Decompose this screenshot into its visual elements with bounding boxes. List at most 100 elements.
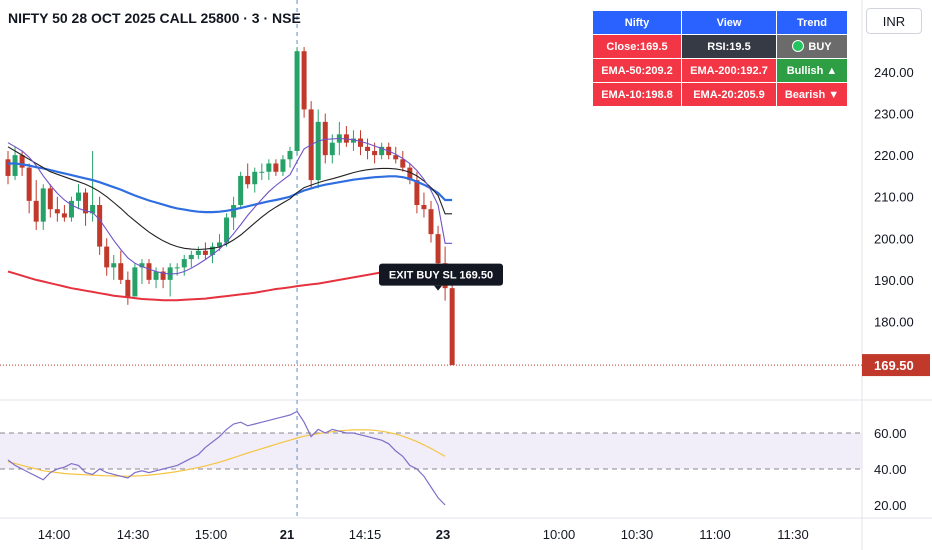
- header-trend: Trend: [776, 10, 848, 35]
- candle-body: [259, 171, 265, 173]
- candle-body: [12, 155, 18, 176]
- buy-signal-label: BUY: [808, 41, 832, 53]
- candle-body: [83, 192, 89, 214]
- time-tick-label: 15:00: [195, 527, 228, 542]
- time-tick-label: 21: [280, 527, 294, 542]
- candle-body: [68, 200, 74, 218]
- price-tick-label: 210.00: [874, 190, 914, 205]
- rsi-band: [0, 433, 862, 469]
- rsi-tick-label: 20.00: [874, 498, 907, 513]
- ema200-line: [7, 267, 453, 302]
- time-tick-label: 10:00: [543, 527, 576, 542]
- candle-body: [160, 271, 166, 280]
- candle-body: [372, 150, 378, 156]
- candle-body: [195, 250, 201, 255]
- price-tick-label: 180.00: [874, 314, 914, 329]
- candle-body: [209, 246, 215, 255]
- candle-body: [428, 209, 434, 235]
- candle-body: [435, 234, 441, 264]
- bullish-trend: Bullish ▲: [776, 58, 848, 83]
- time-tick-label: 11:00: [699, 527, 731, 542]
- signal-pointer-icon: [434, 285, 443, 291]
- ema200-value: EMA-200:192.7: [681, 58, 777, 83]
- candle-body: [414, 180, 420, 206]
- candle-body: [90, 205, 96, 214]
- candle-body: [315, 121, 321, 181]
- candle-body: [217, 242, 222, 247]
- candle-body: [322, 121, 328, 156]
- indicator-table: Nifty View Trend Close:169.5 RSI:19.5 BU…: [592, 10, 848, 107]
- rsi-ma-line: [7, 429, 446, 477]
- candle-body: [146, 263, 152, 280]
- rsi-tick-label: 40.00: [874, 462, 907, 477]
- candle-body: [273, 163, 279, 172]
- candle-body: [329, 142, 335, 156]
- time-tick-label: 14:00: [38, 527, 71, 542]
- price-tick-label: 200.00: [874, 231, 914, 246]
- rsi-tick-label: 60.00: [874, 426, 907, 441]
- rsi-value: RSI:19.5: [681, 34, 777, 59]
- candle-body: [202, 250, 208, 255]
- time-tick-label: 11:30: [777, 527, 809, 542]
- price-tick-label: 190.00: [874, 273, 914, 288]
- candle-body: [350, 138, 356, 143]
- close-value: Close:169.5: [592, 34, 682, 59]
- price-tick-label: 240.00: [874, 65, 914, 80]
- signal-label: EXIT BUY SL 169.50: [389, 270, 493, 282]
- bearish-trend: Bearish ▼: [776, 82, 848, 107]
- header-nifty: Nifty: [592, 10, 682, 35]
- candle-body: [40, 188, 46, 222]
- header-view: View: [681, 10, 777, 35]
- symbol-title: NIFTY 50 28 OCT 2025 CALL 25800 · 3 · NS…: [8, 10, 301, 26]
- candle-body: [47, 188, 53, 210]
- candle-body: [97, 205, 103, 247]
- candle-body: [5, 159, 11, 176]
- time-tick-label: 10:30: [621, 527, 654, 542]
- candle-body: [287, 150, 293, 160]
- candle-body: [181, 259, 187, 268]
- ema20-line: [7, 146, 453, 251]
- candle-body: [301, 51, 307, 110]
- rsi-line: [7, 410, 446, 506]
- candle-body: [132, 267, 138, 297]
- candle-body: [238, 175, 244, 206]
- candle-body: [252, 171, 258, 185]
- candle-body: [54, 209, 60, 214]
- candle-body: [61, 213, 67, 218]
- candle-body: [400, 159, 406, 168]
- last-price-badge: [862, 354, 930, 377]
- candle-body: [188, 254, 194, 260]
- candle-body: [231, 205, 237, 218]
- candle-body: [379, 146, 385, 156]
- candle-body: [118, 263, 124, 280]
- candle-body: [449, 288, 455, 366]
- candle-body: [125, 279, 131, 297]
- candle-body: [224, 217, 230, 243]
- ema50-line: [8, 162, 453, 214]
- time-tick-label: 23: [436, 527, 450, 542]
- candle-body: [294, 51, 300, 151]
- candle-body: [407, 167, 413, 181]
- candle-body: [280, 159, 286, 172]
- price-tick-label: 230.00: [874, 107, 914, 122]
- last-price-label: 169.50: [874, 358, 914, 373]
- candle-body: [358, 138, 363, 147]
- candle-body: [266, 163, 272, 172]
- time-tick-label: 14:15: [349, 527, 382, 542]
- candle-body: [365, 146, 371, 151]
- currency-button[interactable]: INR: [866, 8, 922, 34]
- candle-body: [393, 155, 399, 160]
- candle-body: [421, 205, 427, 210]
- candle-body: [153, 271, 159, 280]
- ema20-value: EMA-20:205.9: [681, 82, 777, 107]
- candle-body: [26, 167, 32, 201]
- candle-body: [33, 200, 39, 222]
- candle-body: [139, 263, 145, 268]
- candle-body: [174, 267, 180, 269]
- signal-label-box: [379, 263, 503, 286]
- ema50-value: EMA-50:209.2: [592, 58, 682, 83]
- ema10-value: EMA-10:198.8: [592, 82, 682, 107]
- candle-body: [19, 155, 25, 168]
- green-dot-icon: [792, 40, 805, 52]
